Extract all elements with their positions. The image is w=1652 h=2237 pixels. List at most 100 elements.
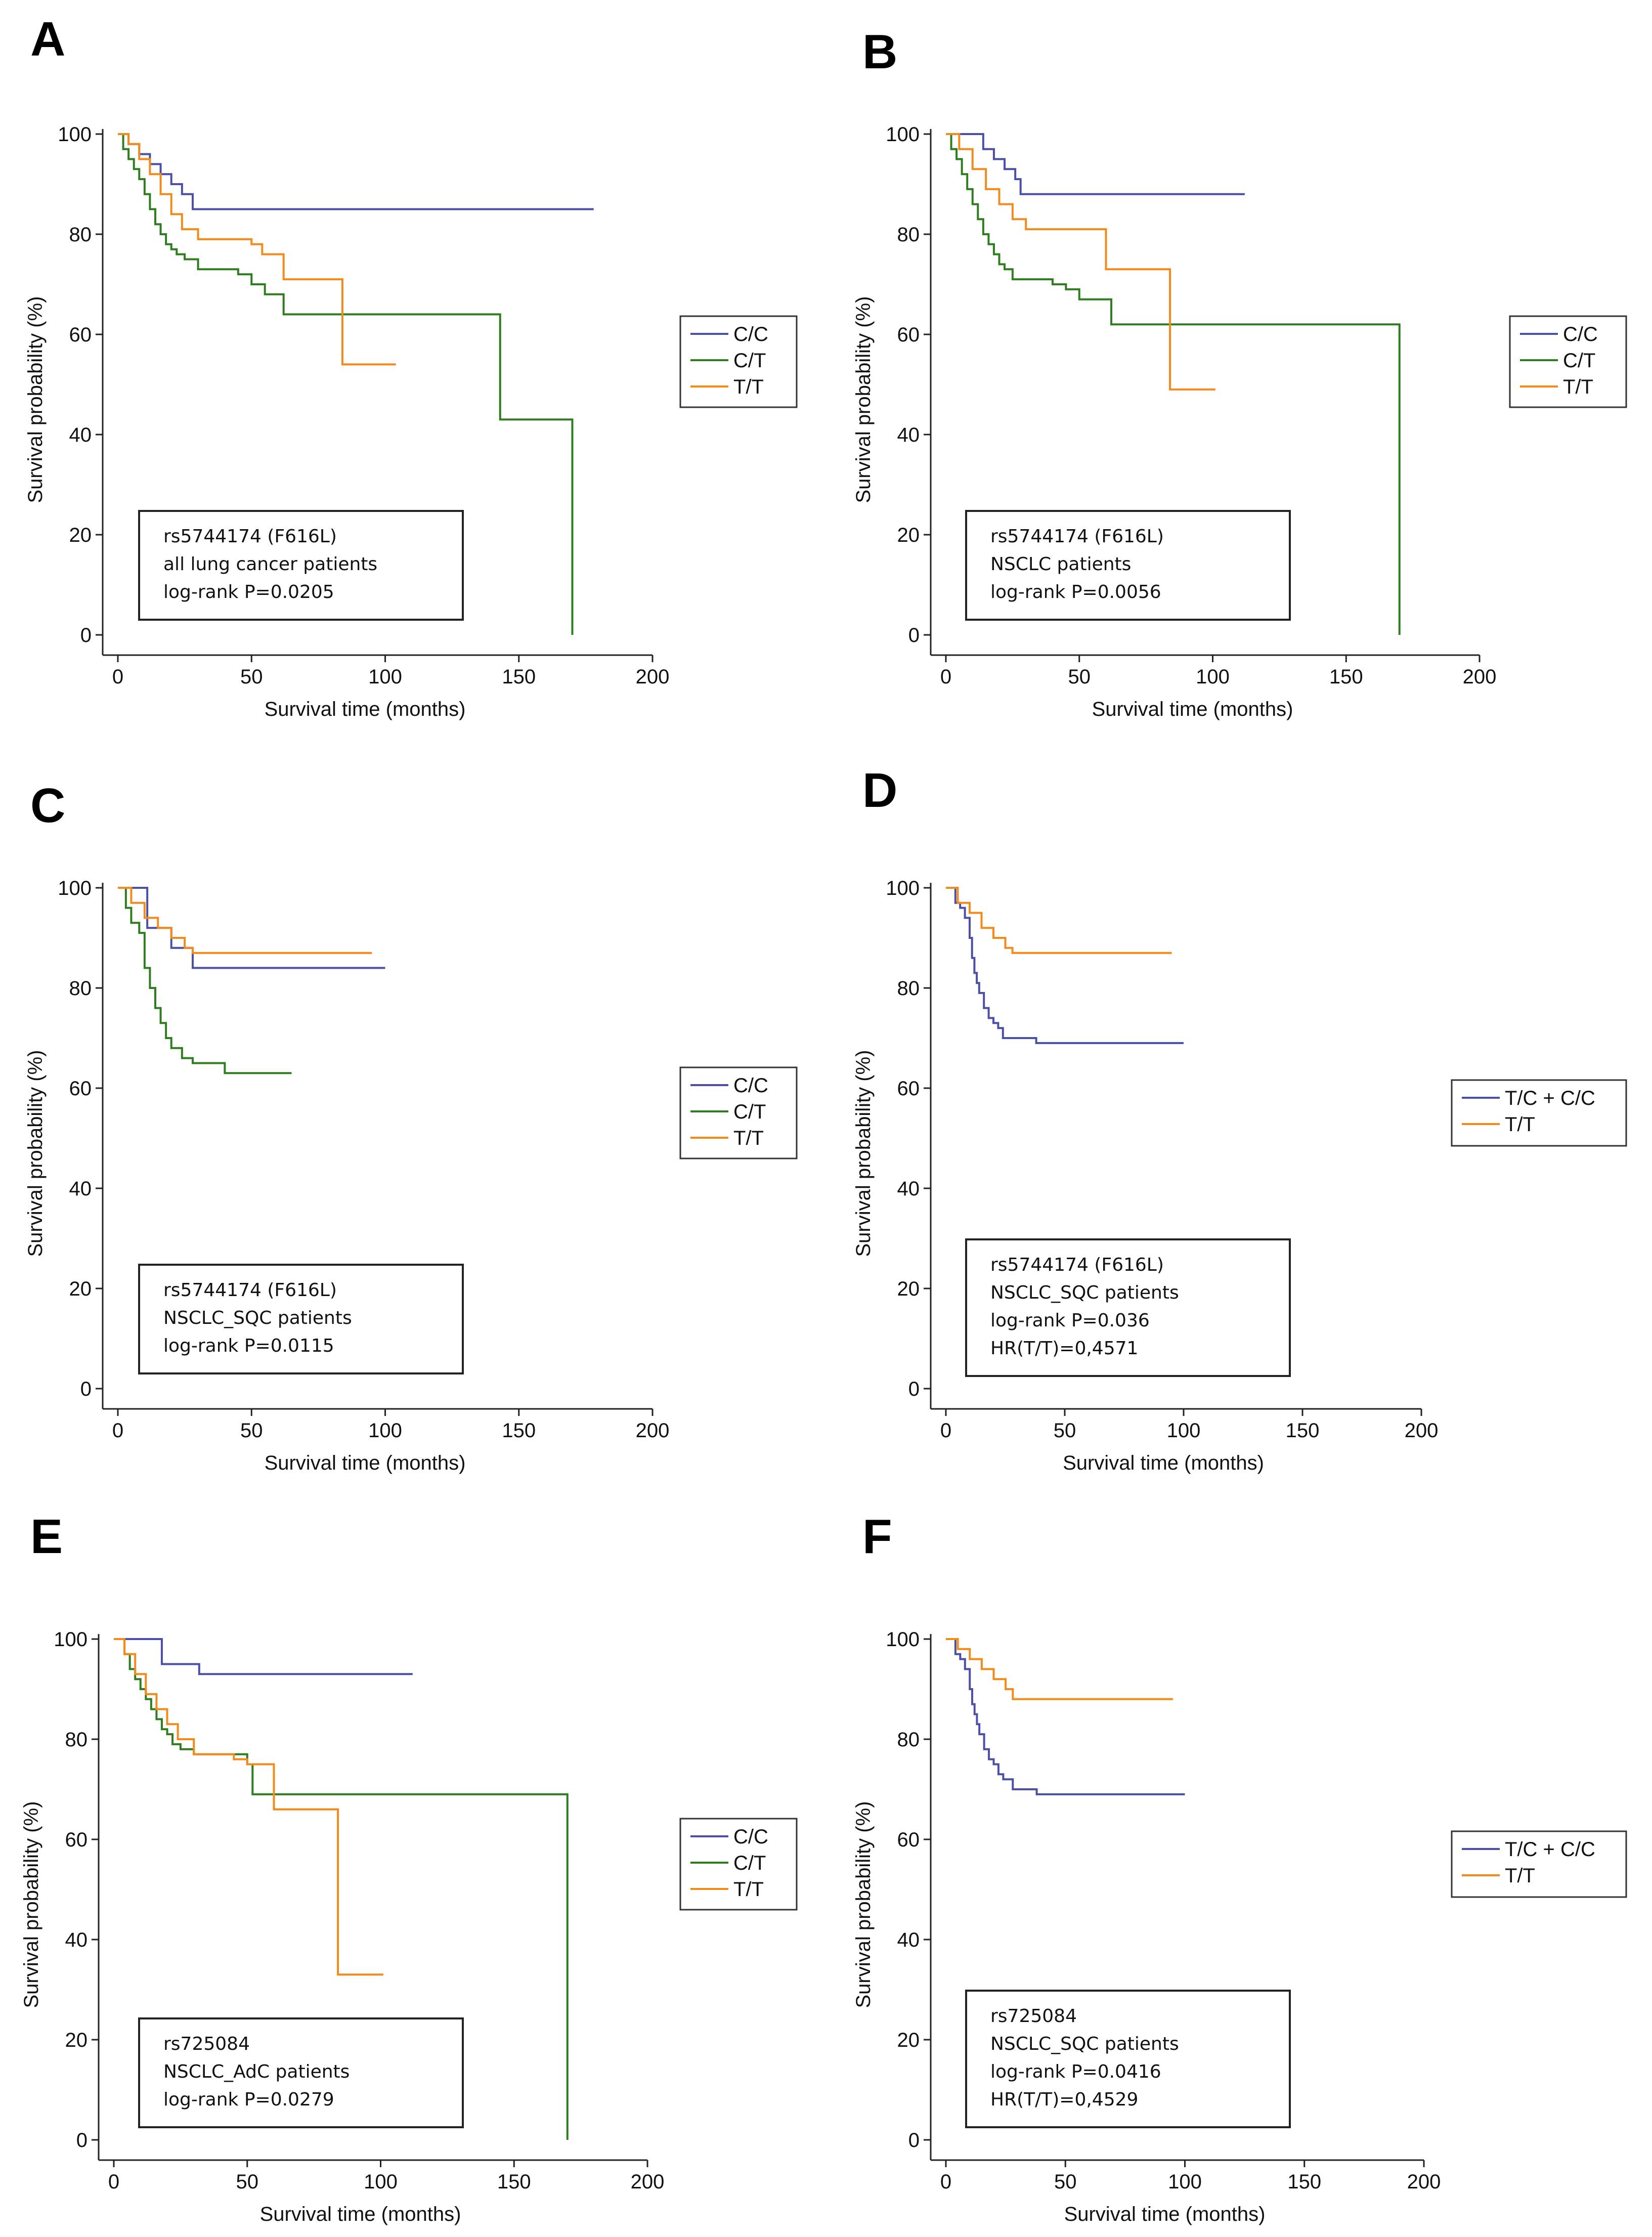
series-line-c-t (946, 133, 1401, 635)
legend-label: T/T (733, 1878, 764, 1901)
y-tick-label: 20 (69, 524, 92, 546)
annotation-line: HR(T/T)=0,4571 (990, 1338, 1138, 1359)
legend: C/C C/T T/T (679, 1818, 798, 1911)
x-tick-label: 200 (1463, 666, 1497, 688)
annotation-box: rs5744174 (F616L) all lung cancer patient… (138, 510, 464, 621)
legend-label: C/T (1563, 350, 1595, 372)
x-tick-label: 200 (636, 666, 670, 688)
y-tick-label: 0 (908, 1378, 920, 1400)
y-tick-label: 100 (886, 123, 920, 146)
annotation-line: all lung cancer patients (163, 554, 377, 575)
legend-label: C/T (733, 1101, 766, 1123)
x-tick-label: 0 (940, 2171, 951, 2193)
series-line-t-c-c-c (946, 1638, 1185, 1795)
y-tick-label: 40 (69, 1178, 92, 1200)
x-tick-label: 100 (1167, 1419, 1201, 1442)
series-line-t-t (946, 1638, 1173, 1700)
legend-box (679, 1818, 798, 1911)
panel-d: D 0 20 40 60 80 100 0 50 100 150 200 Survival time (… (852, 763, 1627, 1474)
y-tick-label: 80 (69, 224, 92, 246)
annotation-frame (965, 510, 1291, 621)
series-line-t-t (946, 133, 1215, 391)
y-tick-label: 0 (80, 1378, 92, 1400)
x-axis-title: Survival time (months) (1092, 698, 1293, 720)
annotation-box: rs725084 NSCLC_AdC patients log-rank P=0.0… (138, 2017, 464, 2128)
x-tick-label: 150 (1329, 666, 1363, 688)
legend: T/C + C/C T/T (1451, 1830, 1627, 1898)
y-axis-title: Survival probability (%) (852, 1801, 875, 2008)
annotation-frame (965, 1238, 1291, 1377)
y-axis-title: Survival probability (%) (852, 296, 875, 503)
legend-label: C/T (733, 1852, 766, 1874)
panel-e: E 0 20 40 60 80 100 0 50 100 150 200 Survival time (… (20, 1510, 798, 2225)
annotation-line: log-rank P=0.0115 (163, 1336, 334, 1356)
y-tick-label: 20 (897, 524, 920, 546)
legend-label: T/T (733, 376, 764, 398)
annotation-line: log-rank P=0.036 (990, 1310, 1150, 1331)
y-tick-label: 60 (897, 1078, 920, 1100)
x-tick-label: 0 (112, 1419, 123, 1442)
legend: C/C C/T T/T (679, 315, 798, 408)
series-line-c-t (118, 133, 574, 635)
legend-label: C/C (1563, 323, 1598, 346)
x-tick-label: 150 (1286, 1419, 1320, 1442)
y-tick-label: 100 (886, 1628, 920, 1651)
annotation-line: rs725084 (990, 2006, 1077, 2027)
annotation-line: HR(T/T)=0,4529 (990, 2089, 1138, 2110)
annotation-line: rs725084 (163, 2034, 250, 2054)
legend: T/C + C/C T/T (1451, 1079, 1627, 1147)
annotation-line: NSCLC_SQC patients (163, 1308, 352, 1328)
x-tick-label: 0 (940, 1419, 951, 1442)
x-axis-title: Survival time (months) (265, 1452, 466, 1474)
y-tick-label: 80 (897, 977, 920, 1000)
x-tick-label: 100 (368, 1419, 402, 1442)
x-tick-label: 0 (108, 2171, 119, 2193)
y-axis-title: Survival probability (%) (24, 1050, 47, 1257)
legend: C/C C/T T/T (1509, 315, 1627, 408)
panel-f: F 0 20 40 60 80 100 0 50 100 150 200 Survival time (… (852, 1510, 1627, 2225)
x-tick-label: 50 (1068, 666, 1091, 688)
y-tick-label: 40 (69, 424, 92, 446)
series-line-t-t (114, 1638, 383, 1976)
series-line-c-c (118, 133, 594, 210)
y-tick-label: 20 (897, 1278, 920, 1300)
y-axis-title: Survival probability (%) (20, 1801, 42, 2008)
legend-label: T/T (733, 1127, 764, 1149)
y-tick-label: 40 (65, 1929, 88, 1951)
x-tick-label: 50 (240, 1419, 263, 1442)
y-tick-label: 100 (58, 877, 92, 899)
y-tick-label: 20 (65, 2029, 88, 2051)
annotation-box: rs5744174 (F616L) NSCLC patients log-rank … (965, 510, 1291, 621)
y-axis-title: Survival probability (%) (852, 1050, 875, 1257)
x-tick-label: 100 (1196, 666, 1230, 688)
x-tick-label: 50 (236, 2171, 259, 2193)
annotation-line: rs5744174 (F616L) (990, 526, 1164, 547)
x-tick-label: 200 (636, 1419, 670, 1442)
annotation-line: log-rank P=0.0205 (163, 582, 334, 603)
annotation-frame (965, 1990, 1291, 2128)
x-tick-label: 100 (364, 2171, 398, 2193)
annotation-box: rs5744174 (F616L) NSCLC_SQC patients log-r… (965, 1238, 1291, 1377)
legend-label: C/C (733, 1826, 768, 1848)
y-tick-label: 60 (69, 1078, 92, 1100)
series-line-c-c (946, 133, 1245, 195)
legend-box (679, 315, 798, 408)
x-tick-label: 150 (1287, 2171, 1321, 2193)
annotation-line: log-rank P=0.0279 (163, 2089, 334, 2110)
y-tick-label: 20 (897, 2029, 920, 2051)
y-tick-label: 40 (897, 424, 920, 446)
legend-label: C/T (733, 350, 766, 372)
series-line-t-t (118, 887, 372, 954)
annotation-line: NSCLC_SQC patients (990, 2034, 1179, 2054)
panel-letter: A (30, 12, 65, 66)
y-tick-label: 80 (65, 1729, 88, 1751)
y-tick-label: 80 (897, 1729, 920, 1751)
panel-c: C 0 20 40 60 80 100 0 50 100 150 200 Survival time (… (24, 779, 798, 1474)
legend-label: C/C (733, 323, 768, 346)
annotation-line: NSCLC_AdC patients (163, 2061, 350, 2082)
annotation-frame (138, 510, 464, 621)
legend-box (679, 1066, 798, 1159)
x-tick-label: 150 (502, 666, 536, 688)
y-tick-label: 60 (897, 1829, 920, 1851)
x-tick-label: 50 (1054, 1419, 1076, 1442)
